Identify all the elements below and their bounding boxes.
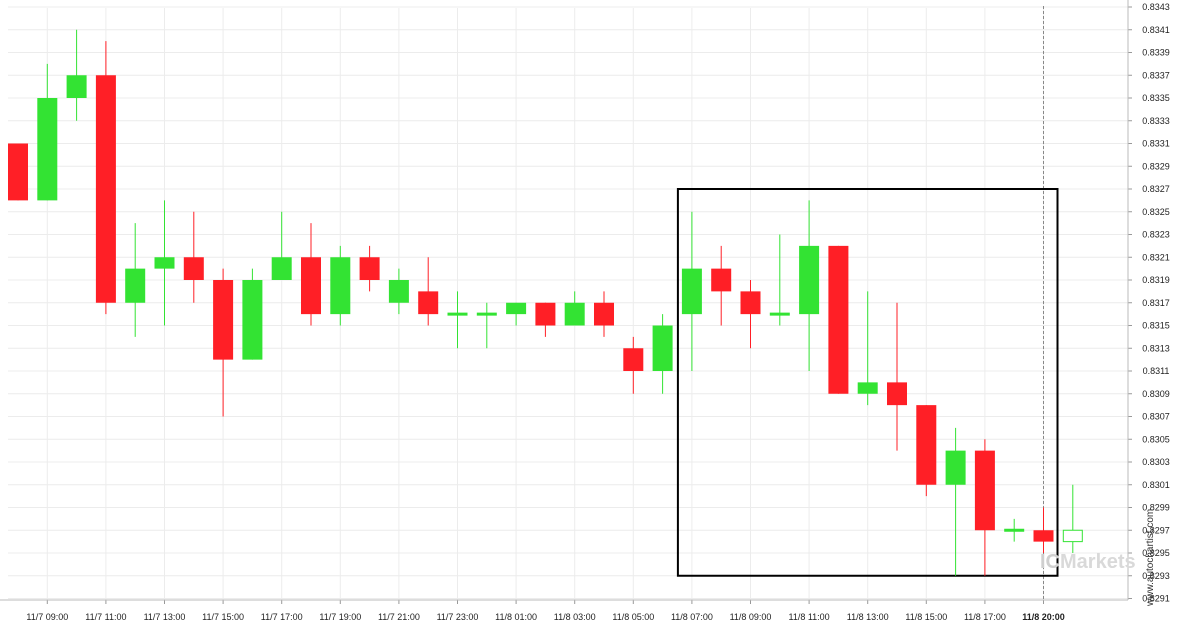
y-tick-label: 0.8297 [1142,525,1170,535]
pattern-highlight-box [676,188,1059,577]
y-tick-label: 0.8301 [1142,480,1170,490]
candle-body [213,280,234,360]
y-tick-label: 0.8339 [1142,48,1170,58]
x-tick-label: 11/7 09:00 [26,612,68,622]
candle-body [66,75,87,98]
candle-body [476,312,497,316]
candle-body [330,257,351,315]
y-tick-label: 0.8323 [1142,230,1170,240]
watermarks: www.autochartist.com ICMarkets [1040,509,1156,607]
candle-body [711,268,732,292]
x-tick-label: 11/7 15:00 [202,612,244,622]
x-tick-label: 11/8 03:00 [554,612,596,622]
candle-body [418,291,439,315]
candle-body [857,382,878,394]
y-tick-label: 0.8303 [1142,457,1170,467]
y-tick-label: 0.8329 [1142,161,1170,171]
x-tick-label: 11/8 11:00 [788,612,829,622]
candle-body [974,450,995,531]
side-watermark: www.autochartist.com [1145,509,1156,607]
candle-body [1033,530,1054,542]
y-tick-label: 0.8321 [1142,252,1170,262]
candle-body [271,257,292,280]
candle-body [916,405,937,485]
x-tick-label: 11/8 09:00 [730,612,772,622]
y-tick-label: 0.8319 [1142,275,1170,285]
candle-body [535,302,556,326]
candle-body [887,382,907,406]
y-tick-label: 0.8299 [1142,503,1170,513]
candle-body [652,325,673,371]
y-tick-label: 0.8325 [1142,207,1170,217]
candle-body [125,268,146,303]
candle-body [769,312,790,316]
candle-body [183,257,204,280]
candles [8,29,1083,576]
candle-body [154,257,175,269]
x-tick-label: 11/8 17:00 [964,612,1006,622]
x-tick-label: 11/8 20:00 [1022,612,1065,622]
y-tick-label: 0.8317 [1142,298,1170,308]
candle-body [564,302,585,326]
y-tick-label: 0.8341 [1142,25,1170,35]
y-tick-label: 0.8337 [1142,70,1170,80]
x-tick-label: 11/7 23:00 [437,612,479,622]
x-tick-label: 11/7 21:00 [378,612,420,622]
x-tick-label: 11/8 07:00 [671,612,713,622]
y-tick-label: 0.8291 [1142,594,1170,604]
y-tick-label: 0.8313 [1142,343,1170,353]
y-tick-label: 0.8311 [1143,366,1170,376]
y-tick-label: 0.8315 [1142,321,1170,331]
y-tick-label: 0.8327 [1142,184,1170,194]
candle-body [740,291,761,315]
y-tick-label: 0.8307 [1142,412,1170,422]
y-tick-label: 0.8343 [1142,2,1170,12]
y-tick-label: 0.8333 [1142,116,1170,126]
x-tick-label: 11/7 13:00 [144,612,186,622]
candle-body [447,312,468,316]
y-tick-label: 0.8335 [1142,93,1170,103]
brand-prefix: IC [1040,551,1060,573]
x-tick-label: 11/8 05:00 [612,612,654,622]
candle-body [506,302,527,315]
candle-body [799,245,820,315]
x-tick-label: 11/8 15:00 [905,612,947,622]
candle-body [828,245,849,394]
candle-body [301,257,321,315]
candle-body [623,348,644,371]
candle-body [1004,528,1025,532]
y-tick-label: 0.8305 [1142,434,1170,444]
candle-body [95,75,116,303]
x-tick-label: 11/8 01:00 [495,612,537,622]
x-axis: 11/7 09:00 11/7 11:00 11/7 13:00 11/7 15:00… [0,599,1128,622]
candle-body [594,302,614,326]
x-tick-label: 11/7 19:00 [319,612,361,622]
candle-body [388,280,409,303]
candle-body [37,98,58,201]
candle-body [242,280,263,360]
y-axis: 0.8343 0.8341 0.8339 0.8337 0.8335 0.8333 0.83… [1127,0,1170,604]
candle-body [1062,529,1083,543]
candle-body [681,268,702,315]
candle-body [945,450,966,485]
y-tick-label: 0.8309 [1142,389,1170,399]
x-tick-label: 11/8 13:00 [847,612,889,622]
x-tick-label: 11/7 11:00 [85,612,126,622]
y-tick-label: 0.8293 [1142,571,1170,581]
highlight-layer [676,6,1059,600]
candle-body [8,143,28,201]
candle-body [359,257,380,280]
brand-logo: ICMarkets [1040,551,1136,573]
y-tick-label: 0.8295 [1142,548,1170,558]
y-tick-label: 0.8331 [1142,139,1170,149]
brand-text: Markets [1060,551,1136,573]
x-tick-label: 11/7 17:00 [261,612,303,622]
